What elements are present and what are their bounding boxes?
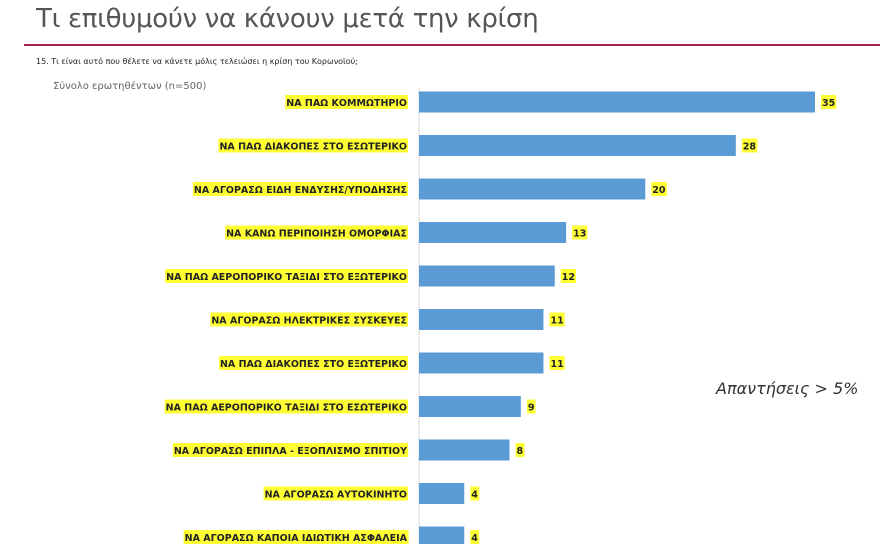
bar: [419, 178, 646, 200]
value-highlight: [526, 399, 536, 414]
label-highlight: [218, 356, 408, 370]
bar: [419, 526, 465, 544]
value-highlight: [470, 486, 480, 501]
bar: [419, 309, 544, 330]
value-highlight: [470, 530, 480, 544]
label-highlight: [218, 138, 408, 153]
label-highlight: [192, 182, 408, 196]
category-label: ΝΑ ΠΑΩ ΑΕΡΟΠΟΡΙΚΟ ΤΑΞΙΔΙ ΣΤΟ ΕΞΩΤΕΡΙΚΟ: [166, 272, 407, 283]
page-title: Τι επιθυμούν να κάνουν μετά την κρίση: [36, 4, 539, 34]
label-highlight: [210, 312, 408, 327]
category-label: ΝΑ ΠΑΩ ΑΕΡΟΠΟΡΙΚΟ ΤΑΞΙΔΙ ΣΤΟ ΕΣΩΤΕΡΙΚΟ: [166, 403, 407, 414]
category-label: ΝΑ ΑΓΟΡΑΣΩ ΕΠΙΠΛΑ - ΕΞΟΠΛΙΣΜΟ ΣΠΙΤΙΟΥ: [174, 446, 407, 457]
label-highlight: [225, 225, 408, 240]
value-highlight: [549, 312, 565, 327]
value-label: 4: [471, 533, 478, 544]
value-label: 11: [550, 359, 563, 370]
value-highlight: [515, 443, 525, 457]
value-highlight: [741, 138, 758, 153]
label-highlight: [183, 530, 409, 544]
value-label: 11: [550, 316, 563, 327]
bar: [419, 439, 510, 461]
label-highlight: [263, 486, 408, 501]
value-label: 12: [562, 272, 575, 283]
value-highlight: [572, 225, 588, 240]
value-highlight: [549, 356, 565, 370]
value-label: 13: [573, 229, 586, 240]
bar: [419, 483, 465, 504]
category-label: ΝΑ ΠΑΩ ΔΙΑΚΟΠΕΣ ΣΤΟ ΕΣΩΤΕΡΙΚΟ: [219, 142, 407, 153]
value-highlight: [821, 95, 837, 109]
bar: [419, 265, 555, 287]
category-label: ΝΑ ΑΓΟΡΑΣΩ ΕΙΔΗ ΕΝΔΥΣΗΣ/ΥΠΟΔΗΣΗΣ: [194, 185, 407, 196]
value-label: 8: [517, 446, 524, 457]
title-divider: [24, 44, 880, 46]
label-highlight: [285, 95, 408, 109]
category-label: ΝΑ ΑΓΟΡΑΣΩ ΗΛΕΚΤΡΙΚΕΣ ΣΥΣΚΕΥΕΣ: [211, 316, 407, 327]
category-label: ΝΑ ΚΑΝΩ ΠΕΡΙΠΟΙΗΣΗ ΟΜΟΡΦΙΑΣ: [226, 229, 407, 240]
label-highlight: [165, 269, 408, 283]
category-label: ΝΑ ΠΑΩ ΔΙΑΚΟΠΕΣ ΣΤΟ ΕΞΩΤΕΡΙΚΟ: [220, 359, 407, 370]
category-label: ΝΑ ΑΓΟΡΑΣΩ ΚΑΠΟΙΑ ΙΔΙΩΤΙΚΗ ΑΣΦΑΛΕΙΑ: [185, 533, 408, 544]
value-highlight: [651, 182, 667, 196]
sample-base: Σύνολο ερωτηθέντων (n=500): [53, 81, 207, 92]
value-label: 20: [652, 185, 666, 196]
label-highlight: [172, 443, 409, 457]
bar: [419, 222, 567, 243]
category-label: ΝΑ ΠΑΩ ΚΟΜΜΩΤΗΡΙΟ: [286, 98, 407, 109]
bar: [419, 396, 521, 417]
bar: [419, 91, 815, 113]
value-highlight: [560, 269, 577, 283]
value-label: 9: [528, 403, 535, 414]
label-highlight: [164, 399, 408, 414]
responses-note: Απαντήσεις > 5%: [716, 379, 859, 398]
bar: [419, 352, 544, 374]
value-label: 4: [471, 490, 478, 501]
value-label: 35: [822, 98, 835, 109]
question-text: 15. Τι είναι αυτό που θέλετε να κάνετε μ…: [36, 57, 358, 66]
bar: [419, 135, 736, 156]
category-label: ΝΑ ΑΓΟΡΑΣΩ ΑΥΤΟΚΙΝΗΤΟ: [265, 490, 407, 501]
value-label: 28: [743, 142, 757, 153]
